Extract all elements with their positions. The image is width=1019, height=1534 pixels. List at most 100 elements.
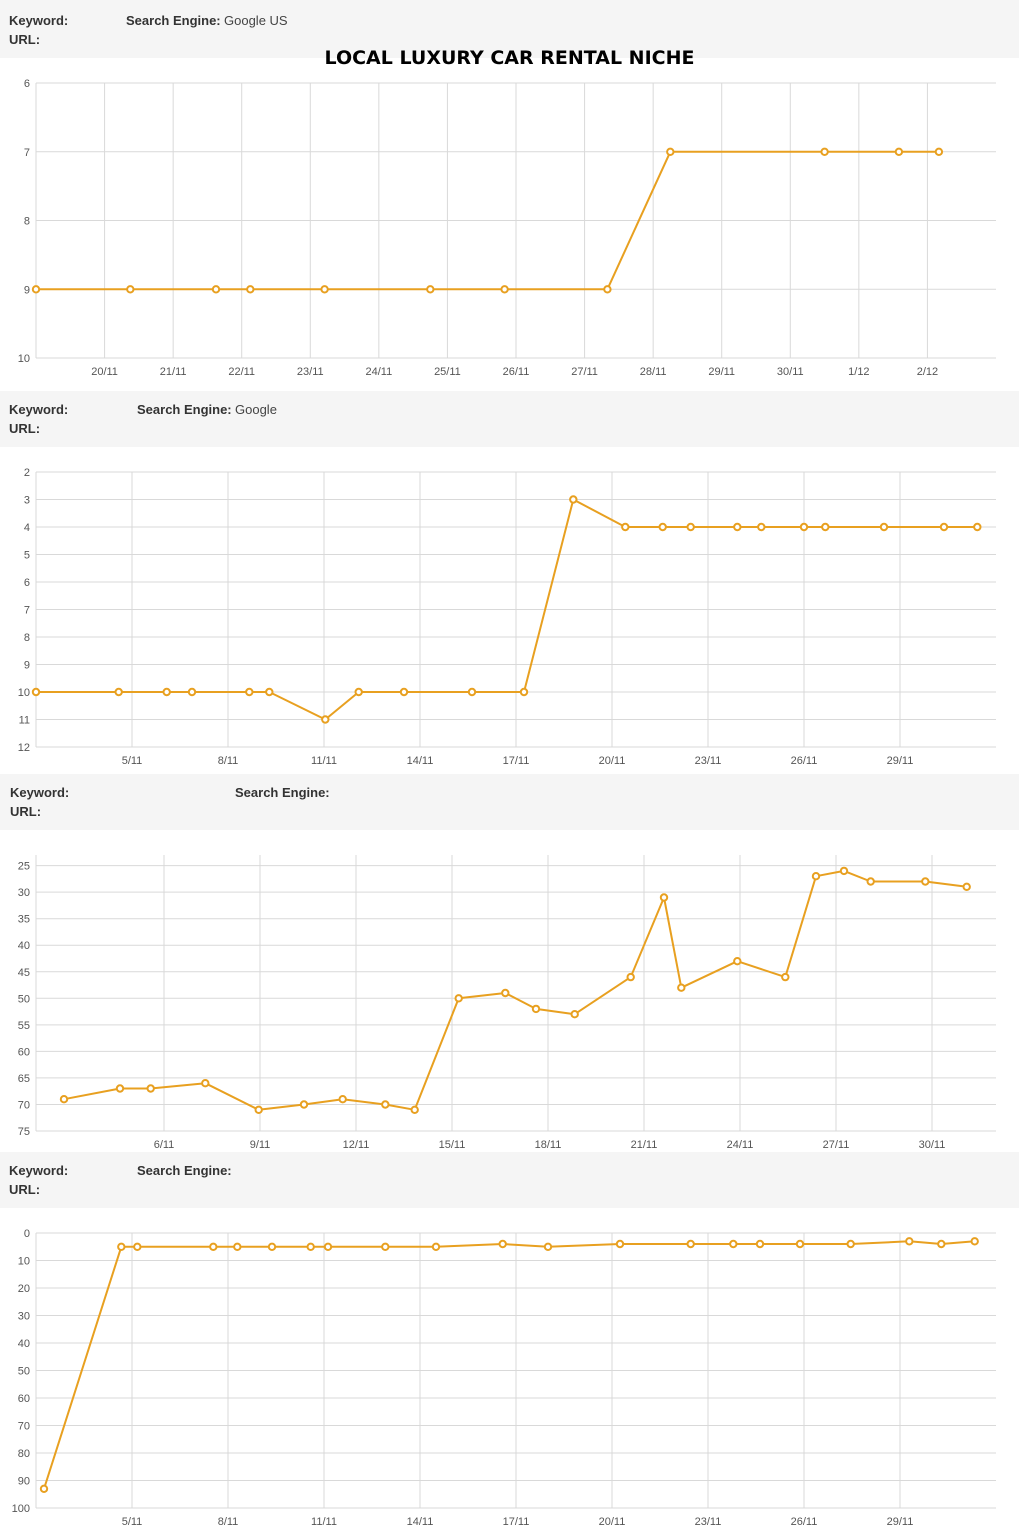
- data-point[interactable]: [866, 877, 875, 886]
- x-tick-label: 26/11: [503, 366, 530, 378]
- data-point[interactable]: [615, 1239, 625, 1249]
- data-point[interactable]: [320, 285, 329, 294]
- data-point[interactable]: [209, 1242, 218, 1251]
- data-point[interactable]: [201, 1079, 210, 1088]
- data-point[interactable]: [246, 285, 255, 294]
- data-point[interactable]: [569, 495, 578, 504]
- data-point[interactable]: [879, 522, 889, 532]
- data-point[interactable]: [162, 687, 171, 697]
- data-point[interactable]: [299, 1100, 309, 1109]
- data-point[interactable]: [306, 1242, 315, 1251]
- data-point[interactable]: [934, 147, 944, 157]
- data-point[interactable]: [454, 994, 463, 1003]
- x-tick-label: 24/11: [727, 1139, 754, 1151]
- data-point[interactable]: [658, 522, 667, 532]
- data-point[interactable]: [686, 522, 695, 532]
- data-point[interactable]: [431, 1242, 441, 1251]
- keyword-label: Keyword:: [9, 13, 69, 28]
- data-point[interactable]: [354, 687, 363, 697]
- data-point[interactable]: [570, 1010, 579, 1019]
- data-point[interactable]: [677, 983, 686, 992]
- data-point[interactable]: [543, 1242, 553, 1251]
- data-point[interactable]: [970, 1237, 979, 1246]
- keyword-label: Keyword:: [9, 402, 69, 417]
- data-point[interactable]: [133, 1242, 142, 1251]
- data-point[interactable]: [59, 1095, 69, 1104]
- data-point[interactable]: [39, 1484, 49, 1493]
- data-point[interactable]: [666, 147, 675, 157]
- data-point[interactable]: [626, 972, 635, 982]
- data-point[interactable]: [686, 1239, 695, 1249]
- data-point[interactable]: [894, 147, 904, 157]
- data-point[interactable]: [381, 1100, 390, 1109]
- search-engine-value: Google: [235, 402, 277, 417]
- x-tick-label: 17/11: [503, 1516, 530, 1528]
- x-tick-label: 21/11: [631, 1139, 658, 1151]
- data-point[interactable]: [781, 972, 790, 982]
- data-point[interactable]: [115, 1084, 125, 1093]
- data-point[interactable]: [839, 866, 849, 876]
- data-point[interactable]: [321, 715, 330, 724]
- data-point[interactable]: [519, 687, 529, 697]
- data-point[interactable]: [821, 522, 830, 532]
- data-point[interactable]: [146, 1084, 155, 1093]
- data-point[interactable]: [531, 1004, 541, 1014]
- data-point[interactable]: [757, 522, 766, 532]
- data-point[interactable]: [381, 1242, 390, 1251]
- data-point[interactable]: [31, 687, 41, 697]
- data-point[interactable]: [31, 285, 41, 294]
- data-point[interactable]: [501, 988, 510, 998]
- y-tick-label: 9: [24, 284, 30, 296]
- data-point[interactable]: [905, 1237, 914, 1246]
- y-tick-label: 9: [24, 660, 30, 672]
- data-point[interactable]: [211, 285, 221, 294]
- data-point[interactable]: [939, 522, 949, 532]
- data-point[interactable]: [338, 1095, 347, 1104]
- data-point[interactable]: [410, 1105, 419, 1114]
- data-point[interactable]: [659, 893, 669, 902]
- data-point[interactable]: [962, 882, 971, 891]
- rank-chart-1: 6 7 8 9 10 20/11 21/11 22/11 23/11 24/11 25/11 26/1…: [18, 78, 996, 378]
- x-tick-label: 14/11: [407, 755, 434, 767]
- x-tick-label: 28/11: [640, 366, 667, 378]
- x-tick-label: 8/11: [218, 755, 239, 767]
- data-point[interactable]: [921, 877, 930, 886]
- data-point[interactable]: [811, 872, 821, 881]
- x-tick-label: 30/11: [777, 366, 804, 378]
- data-point[interactable]: [498, 1239, 507, 1249]
- data-point[interactable]: [820, 147, 829, 157]
- x-tick-label: 29/11: [887, 755, 914, 767]
- data-point[interactable]: [114, 687, 123, 697]
- data-point[interactable]: [426, 285, 435, 294]
- data-point[interactable]: [846, 1239, 855, 1249]
- data-point[interactable]: [323, 1242, 333, 1251]
- data-point[interactable]: [245, 687, 254, 697]
- data-point[interactable]: [467, 687, 477, 697]
- data-point[interactable]: [937, 1239, 946, 1249]
- data-point[interactable]: [733, 957, 742, 966]
- data-point[interactable]: [267, 1242, 277, 1251]
- data-point[interactable]: [126, 285, 135, 294]
- data-point[interactable]: [399, 687, 409, 697]
- panel-3-header: [0, 774, 1019, 830]
- data-point[interactable]: [733, 522, 742, 532]
- data-point[interactable]: [621, 522, 630, 532]
- x-tick-label: 17/11: [503, 755, 530, 767]
- data-point[interactable]: [603, 285, 612, 294]
- data-point[interactable]: [729, 1239, 738, 1249]
- data-point[interactable]: [795, 1239, 805, 1249]
- data-point[interactable]: [233, 1242, 242, 1251]
- x-tick-label: 20/11: [599, 755, 626, 767]
- x-tick-label: 23/11: [297, 366, 324, 378]
- x-tick-label: 26/11: [791, 755, 818, 767]
- data-point[interactable]: [254, 1105, 263, 1114]
- data-point[interactable]: [500, 285, 509, 294]
- y-tick-label: 70: [18, 1099, 30, 1111]
- data-point[interactable]: [187, 687, 197, 697]
- data-point[interactable]: [799, 522, 809, 532]
- data-point[interactable]: [117, 1242, 126, 1251]
- data-point[interactable]: [755, 1239, 765, 1249]
- keyword-label: Keyword:: [10, 785, 70, 800]
- data-point[interactable]: [973, 522, 982, 532]
- data-point[interactable]: [265, 687, 274, 697]
